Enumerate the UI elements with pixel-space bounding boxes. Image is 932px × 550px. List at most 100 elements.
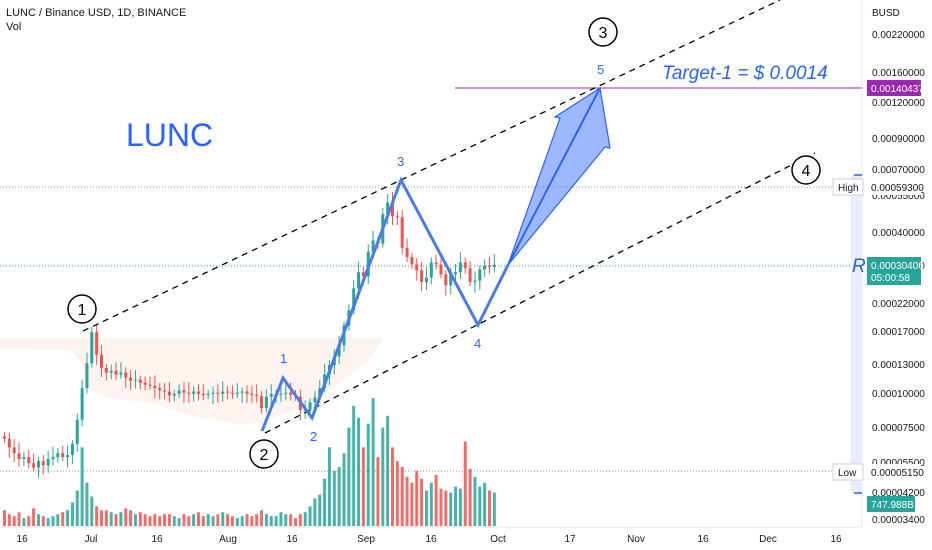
- volume-bar: [361, 447, 365, 526]
- volume-bar: [27, 516, 31, 526]
- volume-bar: [211, 516, 215, 526]
- candle-body: [133, 379, 137, 381]
- candle-body: [100, 354, 103, 368]
- candle-body: [3, 436, 6, 439]
- volume-bar: [400, 466, 404, 526]
- volume-bar: [56, 514, 60, 526]
- candle-body: [41, 461, 45, 466]
- wave-label-1: 1: [280, 351, 287, 366]
- candle-body: [221, 391, 225, 394]
- candle-body: [177, 390, 181, 394]
- time-axis[interactable]: 16 Jul 16 Aug 16 Sep 16 Oct 17 Nov 16 Dec 16: [16, 534, 842, 545]
- candle-body: [109, 370, 113, 373]
- candle-body: [449, 274, 453, 286]
- candle-body: [17, 453, 21, 460]
- price-tick-label: 0.00003400: [872, 515, 925, 526]
- candle-body: [46, 459, 50, 466]
- candle-body: [410, 256, 414, 265]
- svg-text:747.988B: 747.988B: [871, 500, 914, 511]
- volume-bar: [289, 514, 293, 526]
- candle-body: [172, 393, 176, 396]
- volume-bar: [206, 514, 210, 526]
- volume-bar: [454, 486, 458, 526]
- svg-text:0.00030406: 0.00030406: [871, 261, 924, 272]
- target-annotation: Target-1 = $ 0.0014: [662, 63, 828, 84]
- volume-bar: [177, 518, 181, 526]
- volume-bar: [274, 516, 278, 526]
- volume-bar: [66, 510, 70, 526]
- candle-body: [415, 264, 419, 271]
- candle-body: [463, 262, 467, 269]
- volume-bar: [124, 508, 128, 526]
- candle-body: [226, 391, 230, 393]
- volume-bar: [255, 514, 259, 526]
- price-tick-label: 0.00007500: [872, 423, 925, 434]
- volume-bar: [483, 482, 487, 526]
- candle-body: [313, 397, 317, 403]
- volume-bar: [352, 406, 356, 526]
- volume-bar: [391, 447, 394, 526]
- candle-body: [439, 264, 443, 275]
- volume-bar: [167, 514, 171, 526]
- big-wave-marker-4: 4: [791, 155, 821, 185]
- candle-body: [51, 457, 55, 460]
- candle-body: [124, 372, 128, 378]
- volume-bar: [182, 514, 186, 526]
- candle-body: [158, 388, 162, 391]
- chart-legend[interactable]: LUNC / Binance USD, 1D, BINANCE Vol: [6, 6, 186, 34]
- volume-bar: [143, 514, 147, 526]
- candle-body: [468, 268, 472, 283]
- volume-bar: [95, 506, 99, 526]
- volume-bar: [303, 512, 307, 526]
- price-tick-label: 0.00055000: [872, 191, 925, 202]
- volume-bar: [395, 461, 399, 526]
- volume-bar: [342, 453, 346, 526]
- volume-bar: [226, 514, 230, 526]
- ticker-annotation: LUNC: [126, 117, 213, 153]
- volume-bar: [163, 514, 167, 526]
- volume-bar: [371, 398, 375, 526]
- candle-body: [391, 202, 394, 217]
- big-wave-marker-2: 2: [249, 439, 279, 469]
- candle-body: [269, 393, 273, 397]
- volume-bar: [172, 516, 176, 526]
- price-tick-label: 0.00090000: [872, 134, 925, 145]
- time-tick-label: Jul: [85, 534, 98, 545]
- volume-bar: [119, 512, 123, 526]
- volume-bar: [347, 427, 351, 526]
- time-tick-label: 16: [286, 534, 298, 545]
- candle-body: [12, 447, 16, 454]
- big-wave-marker-1: 1: [67, 294, 97, 324]
- volume-bar: [32, 508, 36, 526]
- elliott-wave-path: [260, 176, 510, 432]
- volume-bar: [434, 474, 438, 526]
- volume-bar: [192, 514, 196, 526]
- volume-bar: [405, 476, 409, 526]
- volume-bar: [294, 518, 297, 526]
- volume-bar: [104, 510, 108, 526]
- volume-bar: [109, 512, 113, 526]
- candlesticks: [3, 191, 496, 478]
- time-tick-label: Aug: [219, 534, 237, 545]
- price-tick-label: 0.00120000: [872, 98, 925, 109]
- volume-bar: [449, 492, 453, 526]
- volume-bar: [488, 490, 491, 526]
- volume-bar: [429, 482, 433, 526]
- candle-body: [182, 390, 186, 393]
- volume-indicator-label[interactable]: Vol: [6, 21, 22, 33]
- volume-bar: [22, 518, 26, 526]
- candle-body: [75, 419, 79, 444]
- cut-off-annotation: R: [852, 256, 866, 277]
- candle-body: [211, 392, 215, 394]
- candle-body: [488, 265, 491, 268]
- candle-body: [424, 277, 428, 283]
- wave-label-2: 2: [310, 429, 317, 444]
- volume-bar: [410, 482, 414, 526]
- symbol-title[interactable]: LUNC / Binance USD, 1D, BINANCE: [6, 7, 187, 19]
- volume-bar: [424, 490, 428, 526]
- price-tick-label: 0.00013000: [872, 360, 925, 371]
- volume-bar: [478, 486, 482, 526]
- big-wave-marker-3: 3: [588, 17, 618, 47]
